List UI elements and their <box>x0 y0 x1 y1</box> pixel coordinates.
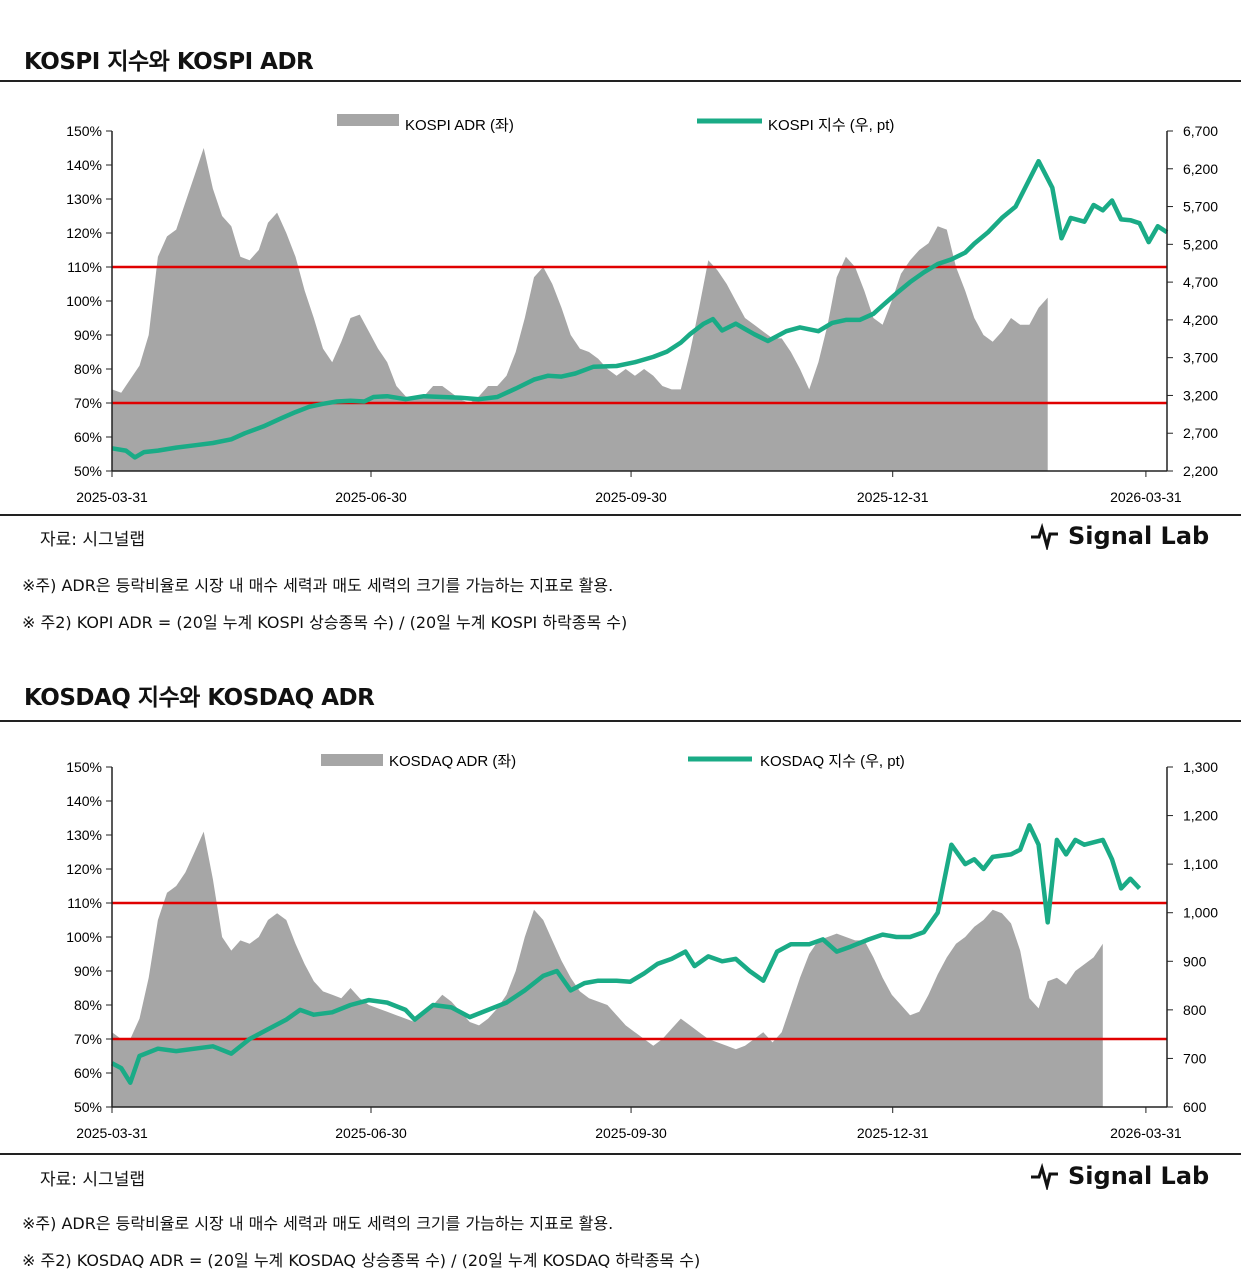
chart-title: KOSDAQ 지수와 KOSDAQ ADR <box>24 685 375 711</box>
y-left-tick-label: 50% <box>74 1099 102 1115</box>
x-tick-label: 2025-09-30 <box>595 489 667 505</box>
y-right-tick-label: 2,200 <box>1183 463 1218 479</box>
legend-adr-label: KOSPI ADR (좌) <box>405 117 514 134</box>
y-right-tick-label: 900 <box>1183 953 1207 969</box>
y-left-tick-label: 150% <box>66 123 102 139</box>
y-left-tick-label: 100% <box>66 293 102 309</box>
y-right-tick-label: 3,700 <box>1183 350 1218 366</box>
legend-index-label: KOSPI 지수 (우, pt) <box>768 117 894 134</box>
y-right-tick-label: 1,300 <box>1183 759 1218 775</box>
brand-logo: Signal Lab <box>1030 522 1209 550</box>
kospi-panel: KOSPI 지수와 KOSPI ADR KOSPI ADR (좌) KOSPI … <box>0 49 1241 632</box>
legend-adr-swatch <box>321 754 383 766</box>
y-left-tick-label: 90% <box>74 963 102 979</box>
y-right-tick-label: 5,200 <box>1183 236 1218 252</box>
source-text: 자료: 시그널랩 <box>40 1170 145 1190</box>
brand-name: Signal Lab <box>1068 1162 1210 1190</box>
y-left-tick-label: 70% <box>74 395 102 411</box>
y-left-tick-label: 60% <box>74 1065 102 1081</box>
y-right-tick-label: 1,200 <box>1183 808 1218 824</box>
y-left-tick-label: 100% <box>66 929 102 945</box>
kosdaq-chart: KOSDAQ ADR (좌) KOSDAQ 지수 (우, pt) 50% 60% 7… <box>66 753 1218 1141</box>
y-left-tick-label: 80% <box>74 361 102 377</box>
legend-adr-label: KOSDAQ ADR (좌) <box>389 753 516 770</box>
source-text: 자료: 시그널랩 <box>40 530 145 550</box>
index-line <box>111 158 1169 460</box>
y-right-tick-label: 600 <box>1183 1099 1207 1115</box>
y-left-tick-label: 120% <box>66 861 102 877</box>
x-tick-label: 2025-12-31 <box>857 489 929 505</box>
y-right-tick-label: 4,700 <box>1183 274 1218 290</box>
y-right-tick-label: 6,700 <box>1183 123 1218 139</box>
legend-adr-swatch <box>337 114 399 126</box>
y-right-tick-label: 1,100 <box>1183 856 1218 872</box>
kosdaq-panel: KOSDAQ 지수와 KOSDAQ ADR KOSDAQ ADR (좌) KOS… <box>0 640 1241 1280</box>
footer-rule <box>0 1153 1241 1155</box>
x-tick-label: 2026-03-31 <box>1110 1125 1182 1141</box>
y-left-tick-label: 140% <box>66 157 102 173</box>
y-right-tick-label: 4,200 <box>1183 312 1218 328</box>
x-tick-label: 2025-03-31 <box>76 1125 148 1141</box>
y-left-tick-label: 130% <box>66 191 102 207</box>
note-1: ※주) ADR은 등락비율로 시장 내 매수 세력과 매도 세력의 크기를 가늠… <box>22 576 614 595</box>
pulse-icon <box>1031 522 1058 550</box>
y-left-tick-label: 50% <box>74 463 102 479</box>
y-left-tick-label: 70% <box>74 1031 102 1047</box>
x-tick-label: 2025-03-31 <box>76 489 148 505</box>
title-rule <box>0 80 1241 82</box>
x-tick-label: 2025-12-31 <box>857 1125 929 1141</box>
y-right-tick-label: 700 <box>1183 1050 1207 1066</box>
chart-title: KOSPI 지수와 KOSPI ADR <box>24 49 314 75</box>
x-tick-label: 2025-06-30 <box>335 1125 407 1141</box>
y-right-tick-label: 3,200 <box>1183 387 1218 403</box>
y-left-tick-label: 140% <box>66 793 102 809</box>
y-left-tick-label: 150% <box>66 759 102 775</box>
y-right-tick-label: 800 <box>1183 1002 1207 1018</box>
y-right-tick-label: 2,700 <box>1183 425 1218 441</box>
adr-area <box>112 831 1103 1107</box>
x-tick-label: 2026-03-31 <box>1110 489 1182 505</box>
x-tick-label: 2025-09-30 <box>595 1125 667 1141</box>
title-rule <box>0 720 1241 722</box>
pulse-icon <box>1031 1162 1058 1190</box>
note-2: ※ 주2) KOSDAQ ADR = (20일 누계 KOSDAQ 상승종목 수… <box>22 1251 701 1270</box>
legend-index-label: KOSDAQ 지수 (우, pt) <box>760 753 905 770</box>
kospi-chart: KOSPI ADR (좌) KOSPI 지수 (우, pt) 50% 60% 70%… <box>66 114 1218 505</box>
y-left-tick-label: 120% <box>66 225 102 241</box>
y-right-tick-label: 6,200 <box>1183 161 1218 177</box>
y-right-tick-label: 5,700 <box>1183 199 1218 215</box>
brand-name: Signal Lab <box>1068 522 1210 550</box>
y-left-tick-label: 80% <box>74 997 102 1013</box>
y-left-tick-label: 110% <box>67 895 102 911</box>
note-1: ※주) ADR은 등락비율로 시장 내 매수 세력과 매도 세력의 크기를 가늠… <box>22 1214 614 1233</box>
brand-logo: Signal Lab <box>1030 1162 1209 1190</box>
y-left-tick-label: 110% <box>67 259 102 275</box>
y-left-tick-label: 90% <box>74 327 102 343</box>
legend: KOSDAQ ADR (좌) KOSDAQ 지수 (우, pt) <box>321 753 905 770</box>
y-right-tick-label: 1,000 <box>1183 905 1218 921</box>
adr-area <box>112 148 1048 471</box>
legend: KOSPI ADR (좌) KOSPI 지수 (우, pt) <box>337 114 894 134</box>
y-left-tick-label: 60% <box>74 429 102 445</box>
x-tick-label: 2025-06-30 <box>335 489 407 505</box>
footer-rule <box>0 514 1241 516</box>
y-left-tick-label: 130% <box>66 827 102 843</box>
index-line <box>110 823 1142 1085</box>
note-2: ※ 주2) KOPI ADR = (20일 누계 KOSPI 상승종목 수) /… <box>22 613 628 632</box>
